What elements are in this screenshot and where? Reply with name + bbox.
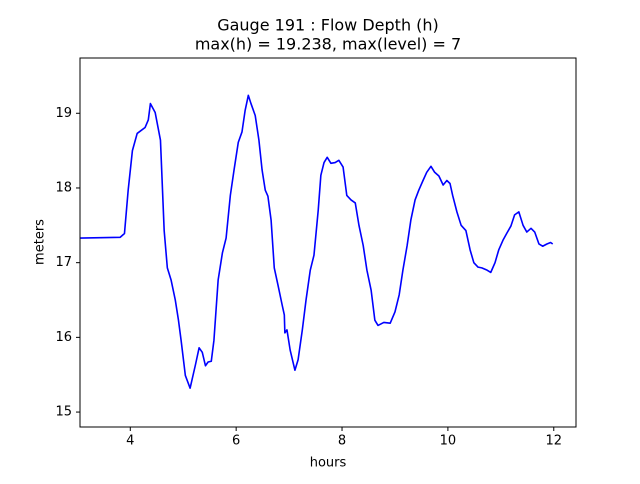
y-axis-label: meters [33,219,48,265]
x-tick-label: 6 [232,434,240,449]
y-tick-label: 16 [55,330,72,345]
y-tick-label: 17 [55,255,72,270]
x-tick-label: 10 [440,434,457,449]
x-tick-label: 4 [126,434,134,449]
chart-subtitle: max(h) = 19.238, max(level) = 7 [195,35,461,54]
chart-title: Gauge 191 : Flow Depth (h) [217,16,439,35]
y-tick-label: 15 [55,405,72,420]
x-axis-label: hours [310,456,347,471]
x-tick-label: 8 [338,434,346,449]
y-tick-label: 18 [55,180,72,195]
x-tick-label: 12 [545,434,562,449]
y-tick-label: 19 [55,106,72,121]
plot-frame [79,57,577,428]
data-line [80,94,554,389]
